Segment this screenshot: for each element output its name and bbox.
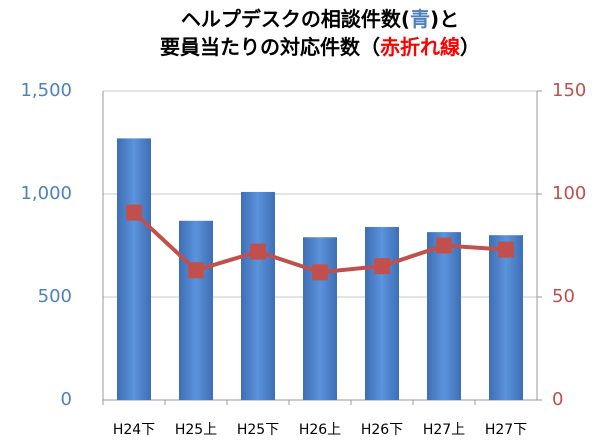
x-tick-label: H26上 bbox=[299, 422, 341, 438]
y2-tick-label: 50 bbox=[552, 286, 575, 307]
y2-tick-label: 0 bbox=[552, 389, 563, 410]
x-tick-label: H24下 bbox=[113, 422, 155, 438]
title-part: ） bbox=[460, 35, 480, 59]
x-tick-label: H27上 bbox=[423, 422, 465, 438]
title-part: 赤折れ線 bbox=[380, 35, 460, 59]
line-marker bbox=[498, 241, 514, 258]
title-line: 要員当たりの対応件数（赤折れ線） bbox=[160, 35, 480, 59]
line-marker bbox=[436, 237, 452, 254]
x-tick-label: H25下 bbox=[237, 422, 279, 438]
x-tick-label: H27下 bbox=[485, 422, 527, 438]
bar bbox=[489, 235, 523, 400]
bar bbox=[365, 226, 399, 400]
title-part: 要員当たりの対応件数（ bbox=[160, 35, 380, 59]
y-tick-label: 1,000 bbox=[20, 183, 72, 204]
bar bbox=[427, 232, 461, 400]
title-part: ヘルプデスクの相談件数( bbox=[181, 7, 410, 31]
line-marker bbox=[312, 264, 328, 281]
line-marker bbox=[374, 258, 390, 275]
bar bbox=[179, 220, 213, 400]
title-part: 青 bbox=[410, 7, 430, 31]
bar bbox=[117, 138, 151, 400]
y-tick-label: 0 bbox=[61, 389, 72, 410]
x-tick-label: H26下 bbox=[361, 422, 403, 438]
y-tick-label: 1,500 bbox=[20, 80, 72, 101]
line-marker bbox=[126, 204, 142, 221]
bar bbox=[303, 237, 337, 400]
x-tick-label: H25上 bbox=[175, 422, 217, 438]
y2-tick-label: 150 bbox=[552, 80, 586, 101]
line-marker bbox=[188, 262, 204, 279]
y-tick-label: 500 bbox=[38, 286, 72, 307]
line-marker bbox=[250, 243, 266, 260]
title-line: ヘルプデスクの相談件数(青)と bbox=[181, 7, 459, 31]
title-part: )と bbox=[430, 7, 459, 31]
y2-tick-label: 100 bbox=[552, 183, 586, 204]
bar bbox=[241, 191, 275, 400]
